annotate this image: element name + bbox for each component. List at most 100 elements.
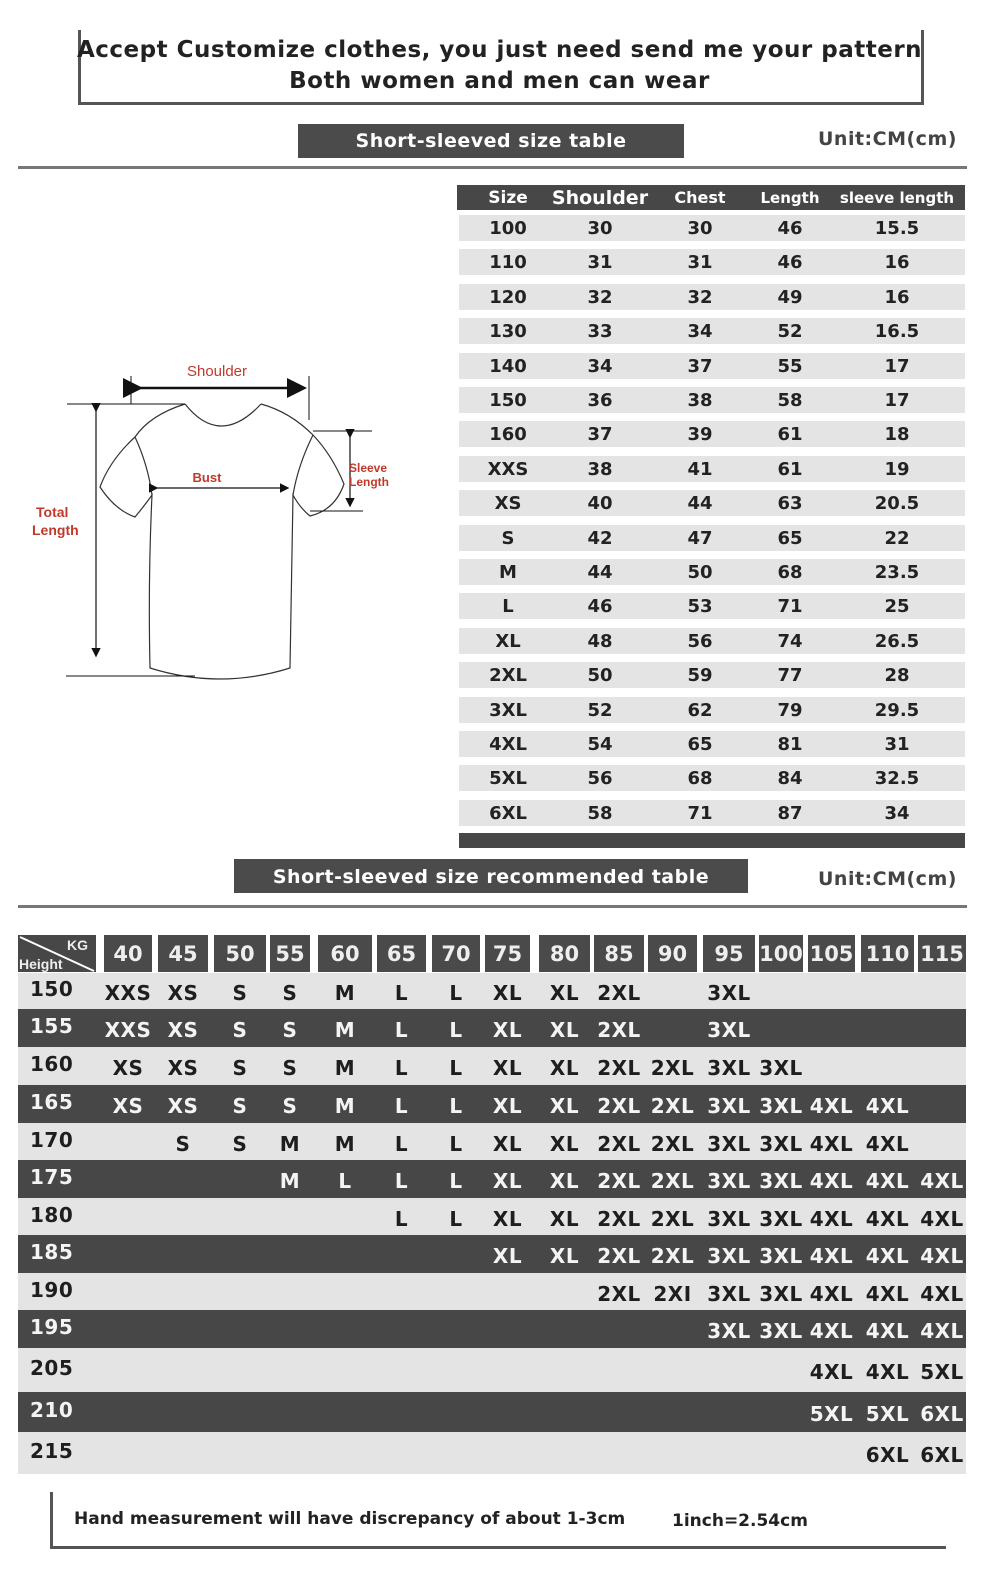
size-recommendation-cell: XS <box>167 1094 199 1118</box>
size-recommendation-cell: L <box>394 1206 409 1231</box>
size-table-cell: 63 <box>777 493 803 515</box>
size-recommendation-cell: 2XL <box>597 1018 641 1042</box>
size-recommendation-cell: S <box>175 1131 191 1156</box>
size-recommendation-cell: S <box>282 981 298 1005</box>
size-table-cell: 32 <box>687 286 713 308</box>
size-table-cell: 58 <box>587 802 613 824</box>
size-table-column-header: Length <box>760 189 820 207</box>
size-recommendation-cell: L <box>449 1018 463 1042</box>
header-box <box>78 30 924 105</box>
size-recommendation-cell: 2XL <box>597 981 641 1005</box>
size-recommendation-cell: S <box>232 981 248 1005</box>
size-table-row <box>459 455 965 482</box>
size-recommendation-cell: 4XL <box>920 1244 964 1268</box>
size-table-cell: 110 <box>489 252 527 274</box>
size-table-cell: L <box>502 596 514 618</box>
size-recommendation-cell: 6XL <box>865 1443 910 1467</box>
size-table-column-header: sleeve length <box>839 189 955 207</box>
size-recommendation-cell: 4XL <box>809 1094 854 1118</box>
size-table-cell: 50 <box>687 562 713 583</box>
size-table-cell: 52 <box>777 321 803 343</box>
size-table-cell: 87 <box>777 802 803 824</box>
size-recommendation-cell: 4XL <box>920 1319 964 1343</box>
size-table-row <box>459 593 965 620</box>
size-table-cell: 44 <box>587 562 613 583</box>
weight-column-header: 70 <box>432 935 480 972</box>
size-recommendation-cell: M <box>279 1131 301 1156</box>
size-recommendation-cell: 6XL <box>920 1443 964 1467</box>
size-recommendation-cell: 2XL <box>597 1056 641 1080</box>
size-table-row <box>459 283 965 310</box>
size-table-cell: 84 <box>777 768 803 790</box>
rec-table-row <box>18 1273 966 1310</box>
size-recommendation-cell: 2XL <box>597 1131 641 1156</box>
size-recommendation-cell: 3XL <box>707 1131 751 1156</box>
rec-table-row <box>18 1198 966 1235</box>
weight-column-header: 65 <box>377 935 426 972</box>
rec-table-row <box>18 1235 966 1273</box>
rec-table-row <box>18 1432 966 1474</box>
size-table-cell: 59 <box>687 665 713 687</box>
size-table-cell: 58 <box>777 390 803 411</box>
footer-box <box>50 1492 946 1549</box>
size-recommendation-cell: XL <box>492 1094 523 1118</box>
size-recommendation-cell: XL <box>549 981 580 1005</box>
size-recommendation-cell: S <box>232 1094 248 1118</box>
size-recommendation-cell: 4XL <box>920 1281 964 1306</box>
size-table-row <box>459 731 965 757</box>
size-table-cell: 26.5 <box>874 630 920 652</box>
size-table-unit: Unit:CM(cm) <box>818 128 957 150</box>
size-recommendation-cell: 4XL <box>865 1169 910 1193</box>
size-recommendation-cell: L <box>449 1094 463 1118</box>
size-recommendation-cell: XS <box>167 1056 199 1080</box>
size-recommendation-cell: L <box>394 1169 409 1193</box>
size-recommendation-cell: 3XL <box>707 1056 751 1080</box>
size-recommendation-cell: L <box>394 1131 409 1156</box>
size-recommendation-cell: 4XL <box>865 1360 910 1384</box>
weight-column-header: 85 <box>594 935 644 972</box>
label-shoulder: Shoulder <box>187 363 247 380</box>
size-table-cell: 61 <box>777 458 803 480</box>
size-recommendation-cell: 4XL <box>865 1244 910 1268</box>
size-recommendation-cell: 3XL <box>759 1056 803 1080</box>
size-table-cell: 160 <box>489 424 527 446</box>
size-recommendation-cell: S <box>232 1131 248 1156</box>
size-table-cell: XL <box>495 630 521 652</box>
size-table-cell: 38 <box>687 390 713 411</box>
height-label: 155 <box>30 1014 74 1038</box>
size-table-cell: 31 <box>884 734 910 755</box>
size-table-cell: 68 <box>777 562 803 583</box>
corner-header-cell: KG Height <box>18 935 96 972</box>
size-table-cell: 34 <box>587 355 613 377</box>
size-table-row <box>459 318 965 345</box>
size-recommendation-cell: XL <box>549 1056 580 1080</box>
label-sleeve-2: Length <box>349 475 389 489</box>
size-recommendation-cell: L <box>449 1131 463 1156</box>
weight-column-header: 115 <box>918 935 966 972</box>
weight-column-header: 60 <box>318 935 372 972</box>
size-table-cell: 23.5 <box>874 562 920 583</box>
size-table-cell: 42 <box>587 527 613 549</box>
size-recommendation-cell: XS <box>167 981 199 1005</box>
size-table-cell: 46 <box>777 252 803 274</box>
size-table-row <box>459 421 965 448</box>
size-recommendation-cell: L <box>449 981 463 1005</box>
size-table-cell: 81 <box>777 734 803 755</box>
size-recommendation-cell: L <box>338 1169 352 1193</box>
size-recommendation-cell: XS <box>167 1018 199 1042</box>
size-table-cell: 37 <box>687 355 713 377</box>
size-recommendation-cell: 3XL <box>707 981 751 1005</box>
weight-column-header: 55 <box>270 935 310 972</box>
size-recommendation-cell: XL <box>492 1018 523 1042</box>
size-recommendation-cell: 2XL <box>597 1206 641 1231</box>
weight-column-header: 100 <box>759 935 803 972</box>
size-table-cell: 47 <box>687 527 713 549</box>
height-label: 215 <box>30 1439 74 1463</box>
size-table-cell: 4XL <box>489 734 527 755</box>
weight-column-header: 105 <box>808 935 855 972</box>
size-table-cell: 17 <box>884 355 910 377</box>
size-table-row <box>459 799 965 826</box>
size-recommendation-cell: 4XL <box>865 1206 910 1231</box>
size-table-cell: 31 <box>687 252 713 274</box>
size-table-cell: 77 <box>777 665 803 687</box>
